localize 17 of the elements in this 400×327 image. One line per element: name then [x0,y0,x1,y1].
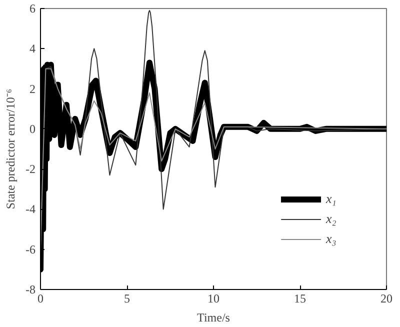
y-tick-label: -4 [26,202,36,216]
x-tick-label: 10 [208,292,220,306]
legend-label: x₃ [326,231,338,247]
y-tick-label: 6 [30,2,36,16]
y-tick-label: 4 [30,42,36,56]
legend-label: x₂ [326,211,338,227]
legend-label: x₁ [326,191,338,207]
x-axis-title: Time/s [197,310,230,324]
y-tick-label: 2 [30,82,36,96]
y-tick-label: 0 [30,122,36,136]
y-axis-title: State predictor error/10⁻⁶ [4,88,18,210]
y-tick-label: -8 [26,282,36,296]
y-tick-label: -2 [26,162,36,176]
x-tick-label: 15 [294,292,306,306]
y-tick-label: -6 [26,242,36,256]
x-tick-label: 20 [380,292,392,306]
x-tick-label: 5 [124,292,130,306]
